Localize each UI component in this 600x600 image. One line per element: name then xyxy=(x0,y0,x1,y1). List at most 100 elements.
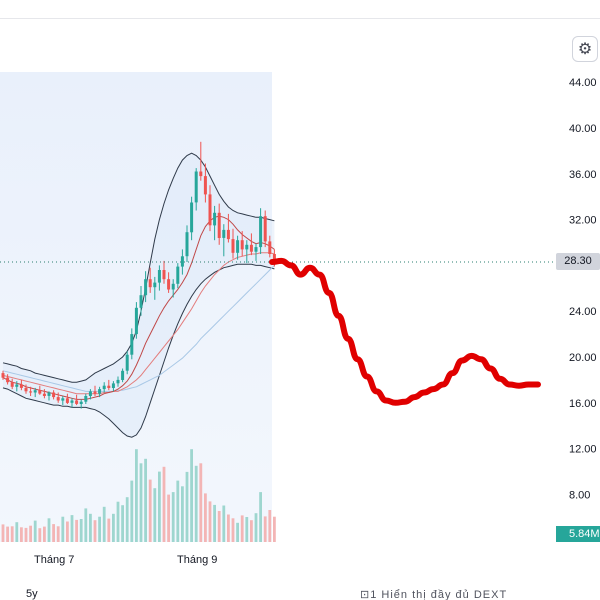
candle-body xyxy=(263,216,267,242)
volume-bar xyxy=(194,465,198,542)
top-divider xyxy=(0,18,600,19)
drawn-projection xyxy=(269,257,541,406)
ma-long-line xyxy=(2,265,275,392)
volume-bar xyxy=(56,526,60,542)
candle-body xyxy=(176,266,180,284)
volume-bar xyxy=(70,515,74,542)
candle-body xyxy=(70,400,74,403)
volume-bar xyxy=(20,527,23,542)
ma-mid-line xyxy=(2,252,275,395)
candle-body xyxy=(185,232,189,257)
projection-line xyxy=(269,257,541,406)
candle-body xyxy=(245,244,249,250)
candle-body xyxy=(88,391,92,396)
volume-bar xyxy=(116,501,120,542)
candle-body xyxy=(125,354,129,371)
candle-body xyxy=(121,370,125,380)
volume-bar xyxy=(24,527,28,542)
volume-bar xyxy=(199,463,203,542)
candle-body xyxy=(222,229,226,238)
candle-body xyxy=(38,390,42,394)
volume-bar xyxy=(112,513,115,542)
volume-bar xyxy=(102,506,106,542)
x-tick-label: Tháng 9 xyxy=(177,554,217,566)
footer-text: ⊡1 Hiển thị đầy đủ DEXT xyxy=(360,589,508,600)
candle-body xyxy=(139,295,143,308)
candle-body xyxy=(107,385,111,388)
volume-bar xyxy=(135,449,138,542)
candle-body xyxy=(157,270,161,283)
volume-bar xyxy=(125,497,129,542)
volume-bar xyxy=(236,522,239,542)
volume-bar xyxy=(254,513,258,542)
volume-bar xyxy=(208,501,212,542)
moving-averages xyxy=(2,215,275,400)
y-tick-label: 8.00 xyxy=(569,489,590,501)
volume-bar xyxy=(167,494,170,542)
candle-body xyxy=(33,390,37,393)
candle-body xyxy=(194,171,198,203)
candle-body xyxy=(10,382,14,387)
volume-bar xyxy=(204,493,207,542)
y-tick-label: 44.00 xyxy=(569,77,597,89)
candle-body xyxy=(231,239,235,253)
volume-bar xyxy=(181,486,184,542)
candle-body xyxy=(47,392,51,396)
volume-bar xyxy=(1,524,5,542)
candle-body xyxy=(93,391,97,394)
candle-body xyxy=(162,270,166,280)
candle-body xyxy=(148,279,152,288)
volume-bar xyxy=(162,466,166,542)
price-axis[interactable]: 44.00 40.00 36.00 32.00 24.00 20.00 16.00 12.00… xyxy=(569,77,597,501)
y-tick-label: 40.00 xyxy=(569,123,597,135)
volume-bar xyxy=(15,522,19,542)
volume-bar xyxy=(121,505,124,542)
volume-bar xyxy=(268,510,272,542)
candle-body xyxy=(79,401,83,404)
volume-bar xyxy=(250,520,253,542)
volume-bar xyxy=(89,513,92,542)
volume-bar xyxy=(130,480,134,542)
candle-body xyxy=(84,396,88,402)
y-tick-label: 16.00 xyxy=(569,398,597,410)
candle-body xyxy=(167,279,171,290)
volume-bar xyxy=(185,471,189,542)
volume-bar xyxy=(240,515,244,542)
volume-bar xyxy=(231,518,235,542)
volume-bar xyxy=(259,492,262,542)
volume-bar xyxy=(176,480,180,542)
candle-body xyxy=(226,229,230,240)
volume-bar xyxy=(139,463,143,542)
candle-body xyxy=(61,398,65,401)
volume-bar xyxy=(93,520,97,542)
chart-settings-button[interactable]: ⚙ xyxy=(572,36,598,62)
volume-bar xyxy=(84,508,88,542)
bollinger-lower-line xyxy=(2,263,275,438)
volume-bar xyxy=(33,520,37,542)
last-price-tag: 28.30 xyxy=(556,253,600,270)
volume-bar xyxy=(6,526,9,542)
candle-body xyxy=(52,392,56,398)
time-axis[interactable]: Tháng 7 Tháng 9 xyxy=(34,554,217,566)
volume-bar xyxy=(43,526,46,542)
candlesticks xyxy=(1,141,276,409)
candle-body xyxy=(102,385,106,390)
volume-bar xyxy=(61,516,65,542)
bollinger-upper-line xyxy=(2,152,275,383)
y-tick-label: 20.00 xyxy=(569,352,597,364)
volume-bar xyxy=(66,521,69,542)
volume-bar xyxy=(217,511,221,542)
volume-bar xyxy=(52,524,55,542)
candle-body xyxy=(199,171,203,177)
range-button[interactable]: 5y xyxy=(26,588,38,600)
volume-bar xyxy=(153,488,157,542)
volume-bar xyxy=(158,471,161,542)
candle-body xyxy=(259,216,263,248)
candle-body xyxy=(203,176,207,195)
candle-body xyxy=(213,212,217,226)
volume-bar xyxy=(47,518,51,542)
volume-bar xyxy=(273,516,276,542)
y-tick-label: 12.00 xyxy=(569,444,597,456)
x-tick-label: Tháng 7 xyxy=(34,554,74,566)
